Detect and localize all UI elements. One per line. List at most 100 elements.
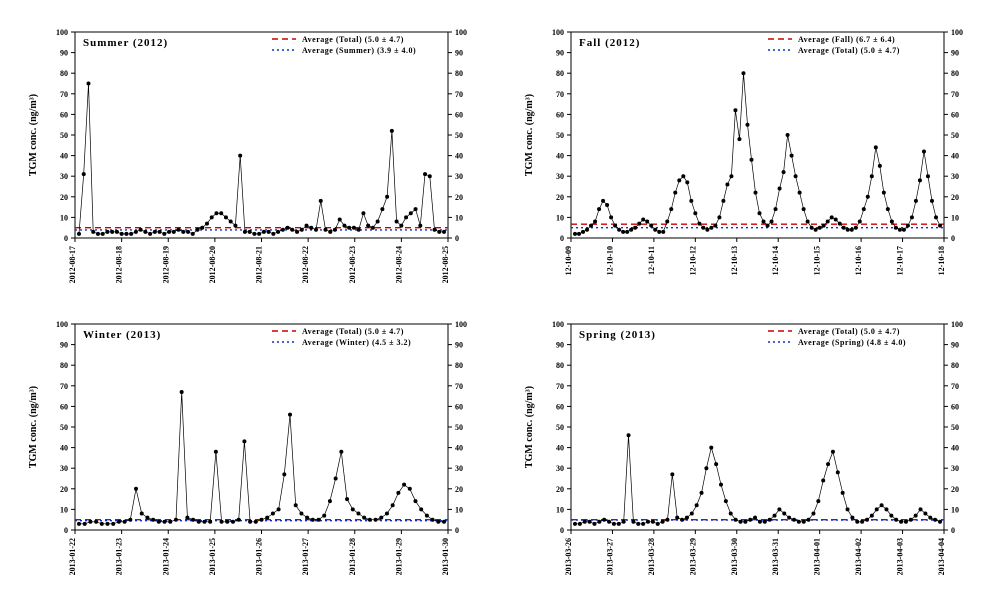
svg-text:0: 0 [455, 526, 459, 535]
svg-text:60: 60 [556, 402, 564, 411]
svg-text:TGM conc. (ng/m³): TGM conc. (ng/m³) [524, 386, 535, 468]
svg-text:100: 100 [56, 28, 68, 37]
svg-text:Average (Total) (5.0 ± 4.7): Average (Total) (5.0 ± 4.7) [302, 35, 404, 44]
svg-text:60: 60 [60, 110, 68, 119]
svg-text:100: 100 [951, 28, 963, 37]
svg-text:10: 10 [455, 505, 463, 514]
svg-text:Average (Winter) (4.5 ± 3.2): Average (Winter) (4.5 ± 3.2) [302, 338, 411, 347]
svg-text:50: 50 [556, 131, 564, 140]
svg-text:2013-01-27: 2013-01-27 [301, 538, 310, 575]
svg-text:70: 70 [455, 382, 463, 391]
svg-text:2013-03-29: 2013-03-29 [688, 538, 697, 575]
svg-text:TGM conc. (ng/m³): TGM conc. (ng/m³) [28, 94, 39, 176]
svg-text:12-10-16: 12-10-16 [854, 246, 863, 275]
svg-text:80: 80 [556, 69, 564, 78]
svg-text:Average (Total) (5.0 ± 4.7): Average (Total) (5.0 ± 4.7) [798, 327, 900, 336]
svg-text:12-10-12: 12-10-12 [688, 246, 697, 275]
svg-text:30: 30 [60, 172, 68, 181]
svg-text:12-10-18: 12-10-18 [937, 246, 946, 275]
svg-text:40: 40 [60, 444, 68, 453]
panel-winter: 0010102020303040405050606070708080909010… [20, 312, 486, 592]
svg-text:2012-08-25: 2012-08-25 [441, 246, 450, 283]
svg-text:2012-08-19: 2012-08-19 [161, 246, 170, 283]
svg-text:10: 10 [951, 505, 959, 514]
svg-text:0: 0 [560, 234, 564, 243]
svg-text:12-10-09: 12-10-09 [564, 246, 573, 275]
svg-text:90: 90 [60, 341, 68, 350]
svg-text:30: 30 [951, 172, 959, 181]
svg-text:90: 90 [951, 49, 959, 58]
svg-text:70: 70 [951, 90, 959, 99]
svg-text:100: 100 [455, 28, 467, 37]
svg-text:30: 30 [951, 464, 959, 473]
svg-text:40: 40 [60, 152, 68, 161]
svg-text:70: 70 [556, 90, 564, 99]
svg-text:50: 50 [556, 423, 564, 432]
svg-text:Spring (2013): Spring (2013) [579, 329, 656, 341]
svg-text:Winter (2013): Winter (2013) [83, 329, 161, 341]
svg-text:2013-01-25: 2013-01-25 [208, 538, 217, 575]
svg-text:70: 70 [455, 90, 463, 99]
svg-text:90: 90 [455, 49, 463, 58]
panel-summer: 0010102020303040405050606070708080909010… [20, 20, 486, 300]
svg-text:20: 20 [60, 193, 68, 202]
svg-text:2013-03-31: 2013-03-31 [771, 538, 780, 575]
svg-text:2013-01-23: 2013-01-23 [115, 538, 124, 575]
svg-text:50: 50 [951, 131, 959, 140]
svg-text:2013-03-30: 2013-03-30 [730, 538, 739, 575]
svg-text:40: 40 [951, 152, 959, 161]
chart-grid: 0 0 10 10 20 20 30 30 40 40 50 50 60 60 70 70 80 80 90 90 10… [20, 20, 982, 592]
svg-text:Average (Spring) (4.8 ± 4.0): Average (Spring) (4.8 ± 4.0) [798, 338, 906, 347]
svg-text:20: 20 [556, 485, 564, 494]
svg-text:40: 40 [556, 152, 564, 161]
svg-text:60: 60 [556, 110, 564, 119]
svg-text:2013-04-02: 2013-04-02 [854, 538, 863, 575]
svg-text:TGM conc. (ng/m³): TGM conc. (ng/m³) [524, 94, 535, 176]
svg-text:70: 70 [60, 90, 68, 99]
svg-text:10: 10 [556, 505, 564, 514]
svg-text:30: 30 [455, 172, 463, 181]
svg-text:Fall (2012): Fall (2012) [579, 37, 640, 49]
svg-text:2013-01-22: 2013-01-22 [68, 538, 77, 575]
svg-text:12-10-17: 12-10-17 [896, 246, 905, 275]
svg-text:2012-08-18: 2012-08-18 [115, 246, 124, 283]
svg-text:10: 10 [556, 213, 564, 222]
svg-text:2012-08-22: 2012-08-22 [301, 246, 310, 283]
panel-spring: 0010102020303040405050606070708080909010… [516, 312, 982, 592]
svg-text:50: 50 [455, 131, 463, 140]
svg-text:2013-01-30: 2013-01-30 [441, 538, 450, 575]
svg-text:12-10-13: 12-10-13 [730, 246, 739, 275]
svg-text:10: 10 [60, 505, 68, 514]
svg-text:30: 30 [556, 464, 564, 473]
svg-text:20: 20 [60, 485, 68, 494]
svg-text:80: 80 [60, 69, 68, 78]
svg-text:60: 60 [455, 402, 463, 411]
svg-text:12-10-11: 12-10-11 [647, 246, 656, 275]
svg-text:2012-08-17: 2012-08-17 [68, 246, 77, 283]
svg-text:40: 40 [951, 444, 959, 453]
svg-text:2012-08-23: 2012-08-23 [348, 246, 357, 283]
svg-text:70: 70 [60, 382, 68, 391]
svg-text:70: 70 [951, 382, 959, 391]
svg-text:30: 30 [556, 172, 564, 181]
svg-text:80: 80 [60, 361, 68, 370]
svg-text:10: 10 [455, 213, 463, 222]
svg-text:20: 20 [951, 485, 959, 494]
svg-text:2013-04-04: 2013-04-04 [937, 538, 946, 575]
svg-text:50: 50 [951, 423, 959, 432]
svg-text:12-10-14: 12-10-14 [771, 246, 780, 275]
svg-text:0: 0 [951, 234, 955, 243]
svg-text:90: 90 [556, 341, 564, 350]
svg-text:30: 30 [60, 464, 68, 473]
svg-text:2012-08-20: 2012-08-20 [208, 246, 217, 283]
svg-text:50: 50 [60, 131, 68, 140]
svg-text:2012-08-21: 2012-08-21 [255, 246, 264, 283]
svg-text:90: 90 [556, 49, 564, 58]
svg-text:0: 0 [951, 526, 955, 535]
svg-text:20: 20 [951, 193, 959, 202]
svg-text:0: 0 [64, 526, 68, 535]
svg-text:Average (Total) (5.0 ± 4.7): Average (Total) (5.0 ± 4.7) [798, 46, 900, 55]
svg-text:2013-01-26: 2013-01-26 [255, 538, 264, 575]
svg-text:10: 10 [60, 213, 68, 222]
svg-text:0: 0 [455, 234, 459, 243]
